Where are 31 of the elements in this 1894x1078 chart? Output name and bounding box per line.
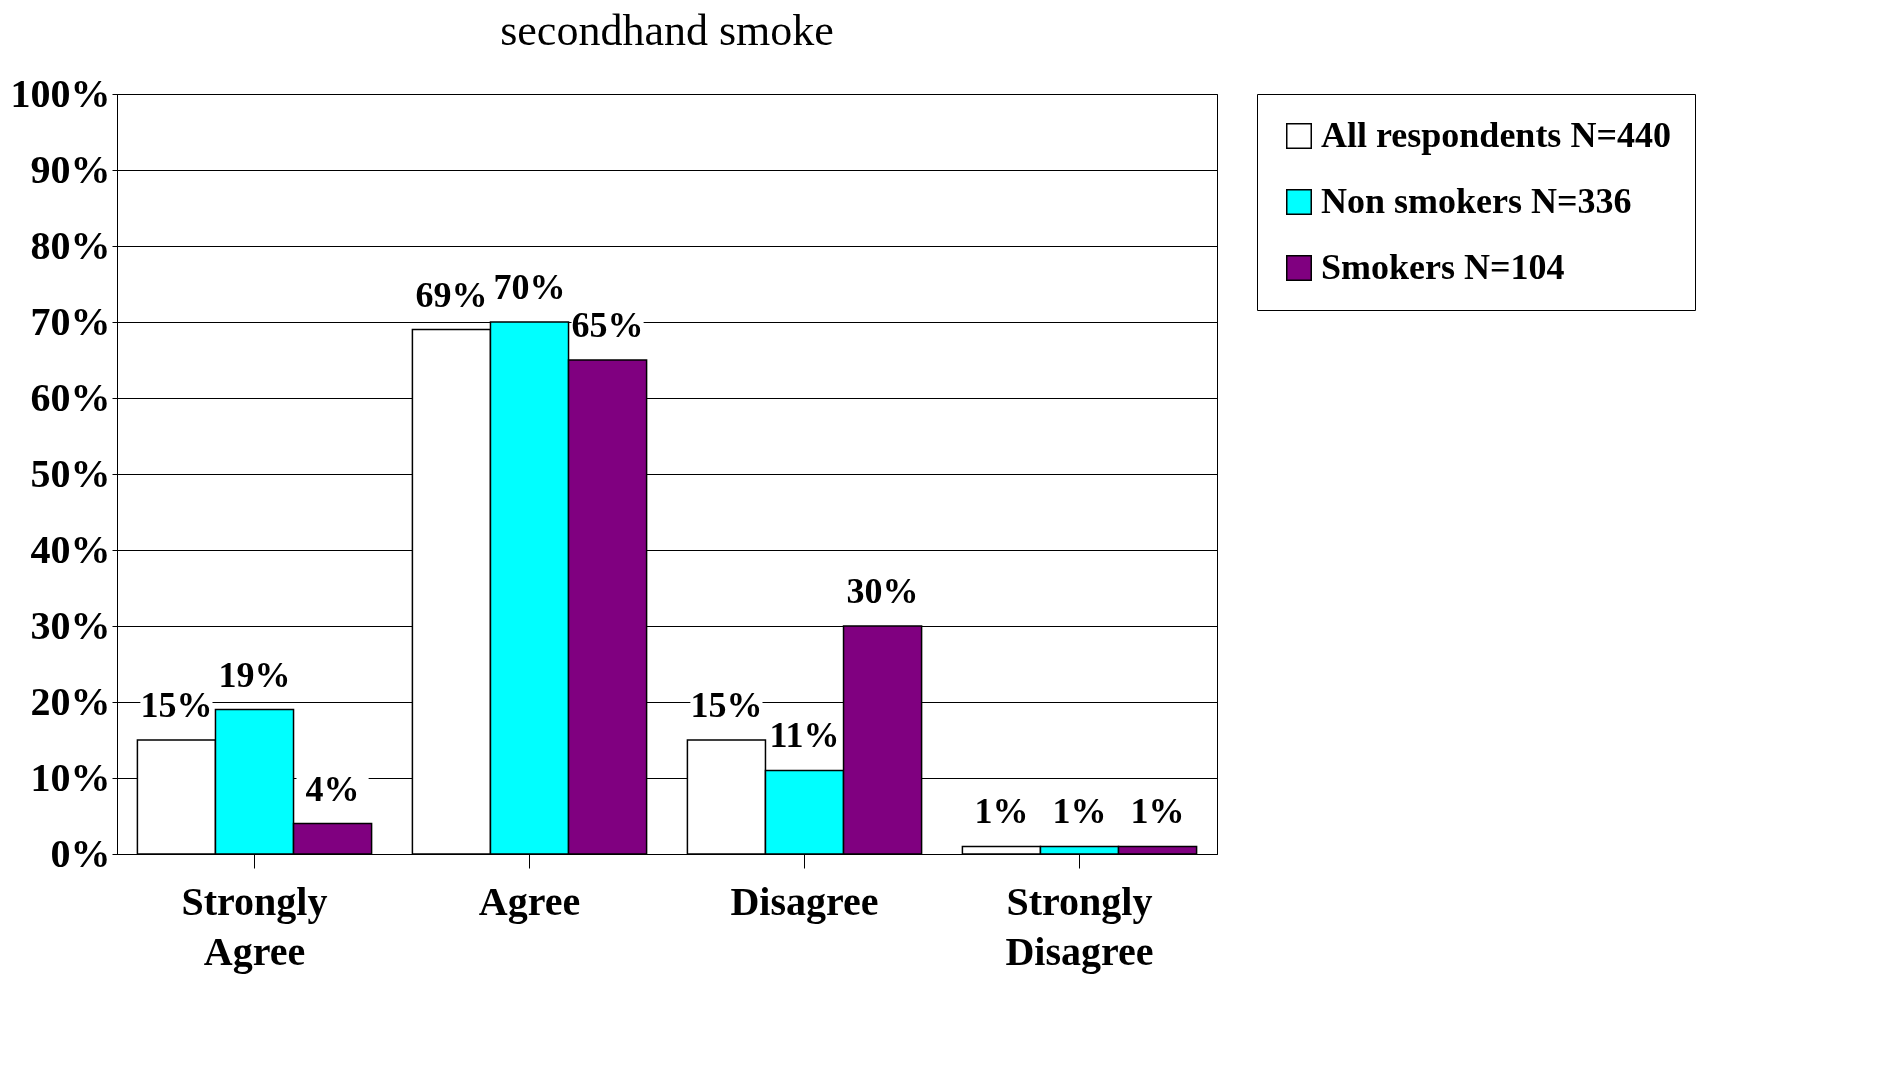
y-tick-label: 90% [30,146,111,192]
y-tick-label: 0% [50,830,111,876]
y-tick-label: 100% [10,70,111,116]
data-label: 65% [571,305,644,345]
chart-title: secondhand smoke [500,6,834,55]
data-label: 69% [415,274,488,315]
x-tick-label: Strongly Agree [181,878,328,974]
y-tick-label: 80% [30,222,111,268]
data-label: 19% [218,654,291,695]
data-label: 1% [974,791,1029,832]
y-tick-label: 30% [30,602,111,648]
y-tick-label: 50% [30,450,111,496]
legend-label: All respondents N=440 [1321,115,1671,155]
data-label: 30% [846,571,919,611]
data-label: 15% [140,685,213,725]
y-tick-label: 20% [30,678,111,724]
data-label: 70% [493,267,566,307]
y-tick-label: 70% [30,298,111,344]
x-tick-label: Agree [478,878,581,924]
data-label: 15% [690,685,763,725]
x-tick-label: Disagree [730,878,879,924]
data-label: 1% [1052,791,1107,832]
x-tick-label: Strongly Disagree [1005,878,1154,974]
y-tick-label: 10% [30,754,111,800]
data-label: 4% [305,768,360,809]
data-label: 11% [769,715,840,756]
legend-label: Non smokers N=336 [1321,181,1632,221]
legend-label: Smokers N=104 [1321,247,1565,287]
y-tick-label: 60% [30,374,111,420]
data-label: 1% [1130,791,1185,832]
y-tick-label: 40% [30,526,111,572]
